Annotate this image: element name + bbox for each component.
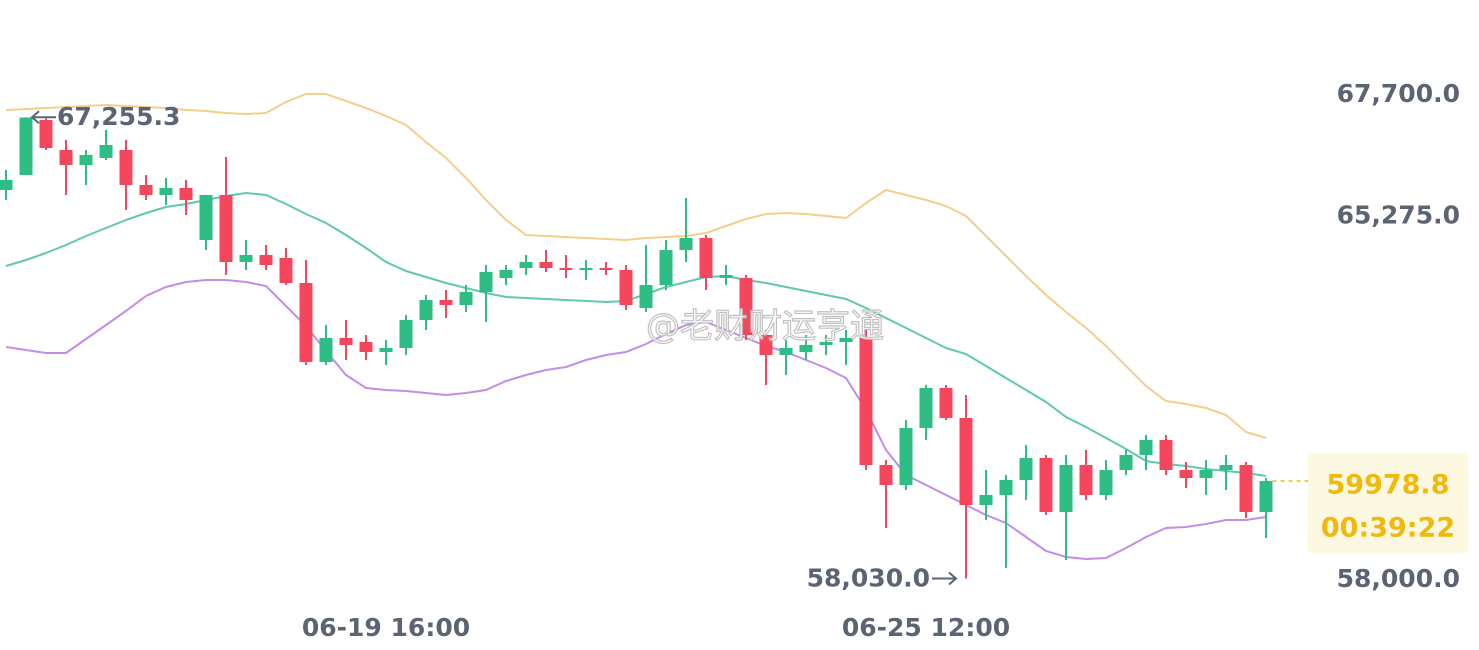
candle-body — [1159, 440, 1173, 470]
candle-body — [119, 150, 133, 185]
low-arrow — [932, 571, 958, 586]
candle-body — [339, 338, 353, 345]
y-tick-label: 65,275.0 — [1337, 200, 1460, 229]
candle-body — [1099, 470, 1113, 495]
bands — [5, 93, 1267, 561]
candle-body — [359, 342, 373, 352]
annotations: 67,255.3 58,030.0 — [30, 102, 958, 593]
low-label: 58,030.0 — [807, 564, 930, 593]
candle-body — [739, 278, 753, 335]
band-line — [5, 191, 1267, 477]
candle-body — [979, 495, 993, 505]
candle-body — [379, 348, 393, 352]
candle-body — [419, 300, 433, 320]
candle-body — [239, 255, 253, 262]
band-line — [5, 93, 1267, 439]
candle-body — [519, 262, 533, 268]
candle-body — [579, 268, 593, 270]
candle-body — [1039, 458, 1053, 512]
candle-body — [1059, 465, 1073, 512]
candle-body — [559, 268, 573, 270]
high-label: 67,255.3 — [57, 102, 180, 131]
candle-body — [179, 188, 193, 200]
candle-body — [1079, 465, 1093, 495]
candle-body — [1119, 455, 1133, 470]
candle-body — [59, 150, 73, 165]
candle-body — [759, 335, 773, 355]
candle-body — [279, 258, 293, 283]
candle-body — [0, 180, 13, 190]
candle-body — [999, 480, 1013, 495]
candle-body — [1199, 470, 1213, 478]
candle-body — [139, 185, 153, 195]
candle-body — [459, 292, 473, 305]
candle-body — [439, 300, 453, 305]
candle-body — [219, 195, 233, 262]
candle-body — [19, 117, 33, 175]
y-axis: 67,700.0 65,275.0 58,000.0 — [1337, 79, 1460, 593]
x-tick-label: 06-19 16:00 — [302, 613, 470, 642]
candle-body — [399, 320, 413, 348]
candle-body — [939, 388, 953, 418]
candle-body — [779, 348, 793, 355]
candle-body — [919, 388, 933, 428]
x-axis: 06-19 16:00 06-25 12:00 — [302, 613, 1010, 642]
candle-body — [799, 345, 813, 352]
candle-body — [79, 155, 93, 165]
y-tick-label: 58,000.0 — [1337, 564, 1460, 593]
candle-body — [539, 262, 553, 268]
candle-body — [619, 270, 633, 305]
candle-body — [1259, 481, 1273, 512]
last-price-label: 59978.8 — [1327, 470, 1450, 501]
candle-body — [899, 428, 913, 485]
candle-body — [859, 338, 873, 465]
candle-body — [39, 120, 53, 148]
candle-body — [819, 342, 833, 345]
candles — [0, 117, 1273, 579]
candle-body — [259, 255, 273, 265]
candle-body — [1179, 470, 1193, 478]
candle-body — [159, 188, 173, 195]
candle-body — [1139, 440, 1153, 455]
candle-body — [839, 338, 853, 342]
candle-body — [1019, 458, 1033, 480]
candle-body — [659, 250, 673, 285]
x-tick-label: 06-25 12:00 — [842, 613, 1010, 642]
price-box: 59978.8 00:39:22 — [1272, 453, 1468, 554]
candle-body — [959, 418, 973, 505]
band-line — [5, 279, 1267, 561]
candle-body — [1219, 465, 1233, 470]
candle-body — [719, 275, 733, 278]
candle-body — [699, 238, 713, 278]
y-tick-label: 67,700.0 — [1337, 79, 1460, 108]
candle-body — [199, 195, 213, 240]
price-box-bg — [1308, 453, 1468, 554]
candle-body — [1239, 465, 1253, 512]
countdown: 00:39:22 — [1321, 513, 1455, 544]
candle-body — [299, 283, 313, 362]
candle-body — [499, 270, 513, 278]
candle-body — [879, 465, 893, 485]
candle-body — [99, 145, 113, 158]
candle-body — [679, 238, 693, 250]
candle-body — [599, 268, 613, 270]
watermark: @老财财运亨通 — [646, 307, 884, 347]
candle-body — [319, 338, 333, 362]
candle-body — [639, 285, 653, 308]
high-arrow — [30, 110, 56, 124]
candle-body — [479, 272, 493, 292]
